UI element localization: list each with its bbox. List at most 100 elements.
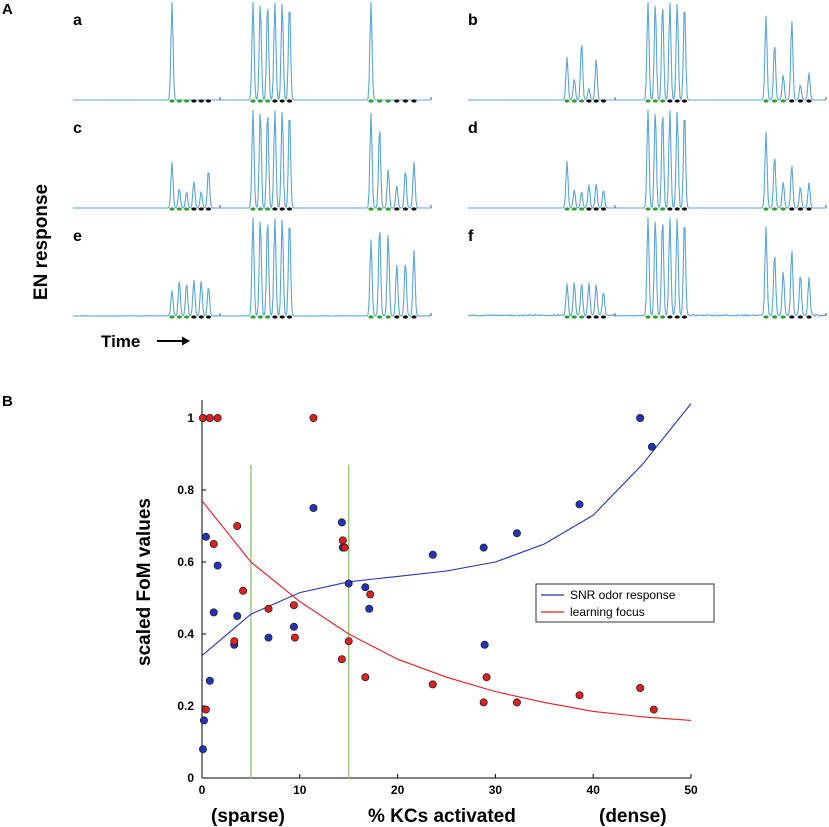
data-point-snr [480, 640, 489, 649]
stimulus-marker [763, 207, 769, 211]
stimulus-marker [571, 207, 577, 211]
x-tick-label: 0 [199, 783, 206, 797]
panel-b-xlabel-left: (sparse) [211, 806, 285, 827]
data-point-snr [647, 442, 656, 451]
stimulus-marker [674, 207, 680, 211]
stimulus-marker [579, 207, 585, 211]
stimulus-marker [579, 99, 585, 103]
stimulus-marker [772, 207, 778, 211]
stimulus-marker [377, 99, 383, 103]
stimulus-marker [600, 315, 607, 319]
stimulus-marker [257, 315, 263, 319]
data-point-learning [309, 413, 318, 422]
stimulus-marker [250, 207, 256, 211]
stimulus-marker [772, 315, 778, 319]
stimulus-marker [286, 315, 293, 319]
stimulus-marker [385, 207, 391, 211]
fit-curve-snr [201, 403, 692, 657]
stimulus-marker [763, 99, 769, 103]
stimulus-marker [377, 207, 383, 211]
legend-label-snr: SNR odor response [570, 588, 676, 602]
stimulus-marker [797, 315, 804, 319]
panel-b-xlabel-right: (dense) [599, 806, 667, 827]
stimulus-marker [257, 99, 263, 103]
panel-b: B scaled FoM values (sparse) % KCs activ… [2, 393, 715, 827]
stimulus-marker [286, 207, 293, 211]
stimulus-marker [198, 207, 204, 211]
stimulus-marker [789, 99, 795, 103]
stimulus-marker [645, 207, 651, 211]
x-tick-label: 50 [684, 783, 698, 797]
subpanel-label: c [73, 120, 82, 137]
y-tick-label: 0.4 [177, 627, 194, 641]
stimulus-marker [402, 99, 408, 103]
stimulus-marker [681, 315, 688, 319]
x-tick-label: 40 [587, 783, 601, 797]
data-point-snr [365, 604, 374, 613]
stimulus-marker [191, 99, 197, 103]
stimulus-marker [279, 315, 285, 319]
subpanel-e: e [73, 217, 432, 319]
data-point-learning [479, 698, 488, 707]
panel-b-xlabel: % KCs activated [368, 806, 516, 827]
stimulus-marker [198, 315, 204, 319]
stimulus-marker [564, 315, 570, 319]
data-point-learning [289, 601, 298, 610]
subpanel-b: b [468, 1, 827, 103]
stimulus-marker [660, 207, 666, 211]
data-point-learning [482, 673, 491, 682]
stimulus-marker [667, 99, 673, 103]
stimulus-marker [265, 315, 271, 319]
data-point-snr [289, 622, 298, 631]
data-point-snr [205, 676, 214, 685]
data-point-snr [309, 503, 318, 512]
data-point-learning [366, 590, 375, 599]
stimulus-marker [198, 99, 204, 103]
en-trace [73, 109, 431, 210]
fit-curve-learning [201, 500, 692, 721]
data-point-learning [230, 637, 239, 646]
legend-box [535, 583, 715, 623]
stimulus-marker [265, 99, 271, 103]
x-tick-label: 20 [391, 783, 405, 797]
data-point-learning [201, 705, 210, 714]
subpanel-label: b [468, 12, 478, 29]
stimulus-marker [279, 99, 285, 103]
en-trace [468, 109, 826, 210]
stimulus-marker [385, 99, 391, 103]
subpanel-f: f [467, 217, 827, 319]
data-point-snr [264, 633, 273, 642]
data-point-learning [337, 655, 346, 664]
stimulus-marker [593, 99, 599, 103]
subpanel-d: d [468, 109, 827, 211]
data-point-snr [428, 550, 437, 559]
stimulus-marker [257, 207, 263, 211]
stimulus-marker [564, 207, 570, 211]
panel-a-ylabel: EN response [31, 184, 52, 300]
data-point-snr [201, 532, 210, 541]
stimulus-marker [660, 315, 666, 319]
x-tick-label: 30 [489, 783, 503, 797]
stimulus-marker [652, 99, 658, 103]
data-point-learning [239, 586, 248, 595]
en-trace [467, 217, 827, 317]
stimulus-marker [593, 315, 599, 319]
stimulus-marker [652, 207, 658, 211]
stimulus-marker [586, 207, 592, 211]
data-point-snr [233, 612, 242, 621]
stimulus-marker [265, 207, 271, 211]
stimulus-marker [411, 315, 417, 319]
en-trace [73, 1, 431, 102]
stimulus-marker [394, 207, 400, 211]
stimulus-marker [368, 207, 374, 211]
stimulus-marker [763, 315, 769, 319]
stimulus-marker [169, 99, 175, 103]
stimulus-marker [600, 207, 607, 211]
time-arrow [157, 336, 190, 346]
data-point-learning [338, 536, 347, 545]
stimulus-marker [593, 207, 599, 211]
stimulus-marker [674, 315, 680, 319]
panel-a: A EN response Time a b c d e f [2, 1, 827, 351]
subpanel-label: f [468, 228, 474, 245]
stimulus-marker [797, 99, 804, 103]
